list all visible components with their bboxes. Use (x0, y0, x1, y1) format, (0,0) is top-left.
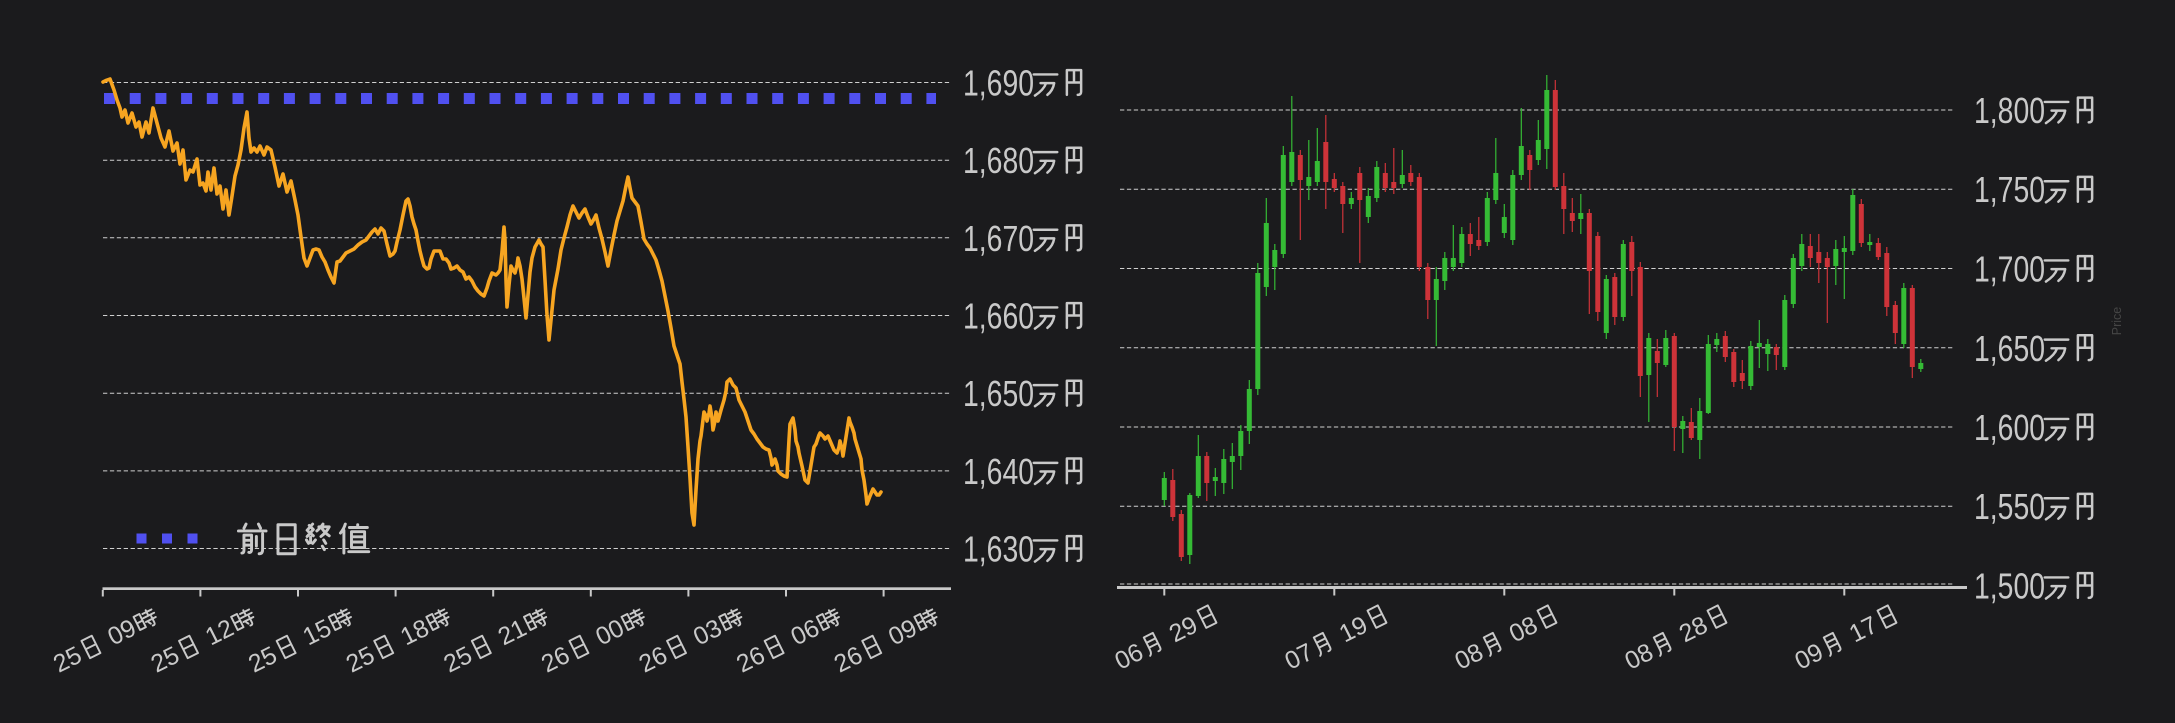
svg-text:1,680: 1,680 (963, 140, 1034, 181)
svg-text:1,660: 1,660 (963, 296, 1034, 337)
svg-text:1,600: 1,600 (1974, 407, 2045, 448)
svg-text:1,650: 1,650 (963, 373, 1034, 414)
svg-text:1,640: 1,640 (963, 451, 1034, 492)
svg-text:1,670: 1,670 (963, 218, 1034, 259)
svg-text:1,630: 1,630 (963, 529, 1034, 570)
svg-text:1,690: 1,690 (963, 63, 1034, 104)
svg-text:1,650: 1,650 (1974, 328, 2045, 369)
svg-text:Price: Price (2110, 307, 2124, 336)
svg-text:1,750: 1,750 (1974, 169, 2045, 210)
svg-text:1,550: 1,550 (1974, 486, 2045, 527)
svg-text:1,800: 1,800 (1974, 90, 2045, 131)
svg-text:1,700: 1,700 (1974, 249, 2045, 290)
svg-text:1,500: 1,500 (1974, 566, 2045, 607)
